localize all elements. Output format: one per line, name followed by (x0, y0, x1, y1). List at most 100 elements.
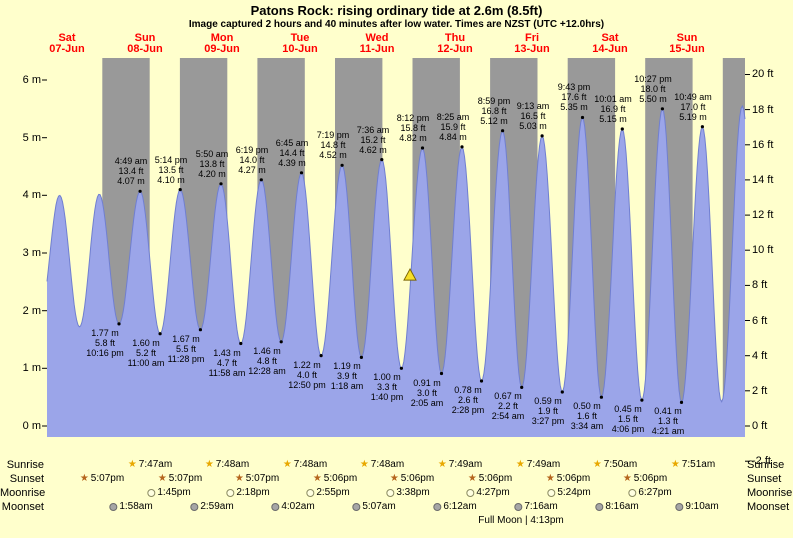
low-tide-label: 1.43 m 4.7 ft 11:58 am (209, 348, 246, 378)
sunrise-entry: ★ 7:49am (516, 459, 560, 471)
moonset-time: 1:58am (119, 501, 153, 512)
tide-label-line: 0.41 m (654, 406, 682, 416)
tide-label-line: 16.8 ft (481, 106, 507, 116)
sunrise-star-icon: ★ (670, 459, 680, 470)
sunrise-entry: ★ 7:49am (438, 459, 482, 471)
tide-label-line: 5.50 m (639, 94, 667, 104)
sunset-entry: ★ 5:06pm (468, 473, 512, 485)
tide-label-line: 5.03 m (519, 121, 547, 131)
tide-label-line: 1:40 pm (370, 392, 404, 402)
y-axis-label-ft: 12 ft (752, 209, 774, 221)
sunrise-time: 7:50am (603, 459, 638, 470)
sunset-time: 5:06pm (556, 473, 591, 484)
tide-label-line: 8:12 pm (396, 113, 430, 123)
low-tide-label: 0.91 m 3.0 ft 2:05 am (411, 378, 444, 408)
moonset-row-label-left: Moonset (1, 501, 44, 513)
y-axis-label-m: 5 m (22, 132, 41, 144)
tide-extreme-dot (138, 189, 142, 193)
day-date: 10-Jun (282, 43, 318, 55)
y-axis-label-m: 4 m (22, 189, 41, 201)
day-label: Tue 10-Jun (282, 33, 317, 55)
tide-extreme-dot (239, 341, 243, 346)
sunset-entry: ★ 5:06pm (390, 473, 434, 485)
tide-extreme-dot (158, 332, 162, 336)
tide-label-line: 12:50 pm (288, 380, 326, 390)
low-tide-label: 1.22 m 4.0 ft 12:50 pm (288, 360, 326, 390)
tide-label-line: 10:01 am (594, 94, 632, 104)
tide-label-line: 4:49 am (114, 156, 148, 166)
tide-extreme-dot (620, 127, 624, 131)
tide-label-line: 16.5 ft (520, 111, 546, 121)
day-date: 09-Jun (204, 43, 240, 55)
day-label: Mon 09-Jun (204, 33, 239, 55)
moonrise-time: 2:18pm (236, 487, 270, 498)
tide-label-line: 2:05 am (410, 398, 444, 408)
tide-label-line: 6:19 pm (235, 145, 269, 155)
moonset-entry: 9:10am (675, 501, 719, 513)
moonrise-time: 5:24pm (557, 487, 591, 498)
low-tide-label: 0.45 m 1.5 ft 4:06 pm (612, 404, 645, 434)
moonrise-time: 4:27pm (476, 487, 510, 498)
tide-label-line: 7:19 pm (316, 130, 350, 140)
sunset-entry: ★ 5:06pm (546, 473, 590, 485)
day-date: 13-Jun (514, 43, 550, 55)
tide-label-line: 10:49 am (674, 92, 712, 102)
tide-label-line: 4.39 m (278, 158, 306, 168)
high-tide-label: 6:45 am 14.4 ft 4.39 m (276, 138, 309, 168)
sunset-time: 5:07pm (90, 473, 125, 484)
day-date: 14-Jun (592, 43, 628, 55)
y-axis-label-ft: 4 ft (752, 350, 768, 362)
day-label: Sat 07-Jun (49, 33, 84, 55)
tide-label-line: 17.6 ft (561, 92, 587, 102)
tide-label-line: 13.4 ft (118, 166, 144, 176)
moonset-row: Moonset Moonset 1:58am 2:59am 4:02am 5:07am… (0, 501, 793, 514)
tide-extreme-dot (279, 340, 283, 344)
moonrise-time: 6:27pm (638, 487, 672, 498)
day-name: Thu (444, 32, 466, 44)
low-tide-label: 0.41 m 1.3 ft 4:21 am (652, 406, 685, 436)
moonset-entry: 1:58am (109, 501, 153, 513)
sunset-time: 5:06pm (400, 473, 435, 484)
tide-label-line: 1.77 m (91, 328, 119, 338)
moonrise-circle-icon (628, 489, 637, 497)
y-axis-label-ft: 2 ft (752, 385, 768, 397)
high-tide-label: 8:12 pm 15.8 ft 4.82 m (397, 113, 430, 143)
moonrise-entry: 6:27pm (628, 487, 672, 499)
y-axis-label-ft: 16 ft (752, 139, 774, 151)
tide-curve-line (46, 104, 746, 404)
y-axis-label-m: 0 m (22, 420, 41, 432)
tide-label-line: 1.46 m (253, 346, 281, 356)
moonrise-circle-icon (147, 489, 156, 497)
sunset-row-label-left: Sunset (9, 473, 44, 485)
moonset-circle-icon (271, 503, 280, 511)
tide-label-line: 5.2 ft (135, 348, 157, 358)
sunset-star-icon: ★ (467, 473, 477, 484)
sunrise-star-icon: ★ (437, 459, 447, 470)
sunrise-time: 7:49am (526, 459, 561, 470)
tide-label-line: 7:36 am (356, 125, 390, 135)
low-tide-label: 1.00 m 3.3 ft 1:40 pm (371, 372, 404, 402)
tide-label-line: 1.9 ft (537, 406, 558, 416)
tide-label-line: 4.7 ft (216, 358, 238, 368)
moonrise-entry: 1:45pm (147, 487, 191, 499)
sunset-star-icon: ★ (234, 473, 244, 484)
tide-extreme-dot (178, 188, 182, 192)
tide-label-line: 13.5 ft (158, 165, 184, 175)
sunset-time: 5:06pm (478, 473, 513, 484)
tide-label-line: 1.67 m (172, 334, 200, 344)
y-axis-label-m: 2 m (22, 305, 41, 317)
moonset-entry: 8:16am (595, 501, 639, 513)
low-tide-label: 1.77 m 5.8 ft 10:16 pm (86, 328, 124, 358)
tide-label-line: 1.60 m (132, 338, 160, 348)
tide-label-line: 2.6 ft (457, 395, 478, 405)
moonset-circle-icon (352, 503, 361, 511)
tide-label-line: 8:25 am (436, 112, 470, 122)
day-label: Sat 14-Jun (592, 33, 627, 55)
tide-label-line: 4:21 am (651, 426, 685, 436)
tide-extreme-dot (380, 158, 384, 162)
y-axis-label-ft: 10 ft (752, 244, 774, 256)
sunrise-entry: ★ 7:48am (360, 459, 404, 471)
tide-label-line: 14.4 ft (279, 148, 305, 158)
day-name: Tue (290, 32, 310, 44)
